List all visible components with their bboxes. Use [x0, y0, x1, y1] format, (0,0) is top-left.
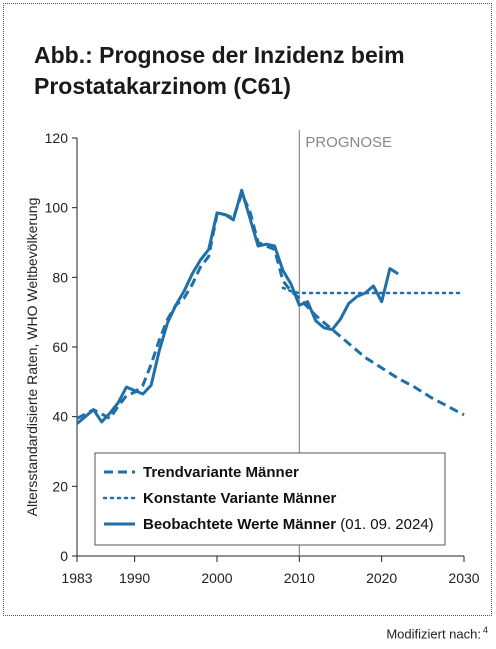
source-note-ref: 4: [482, 625, 488, 635]
series-line-solid: [76, 188, 399, 425]
x-tick-label: 2020: [366, 570, 397, 586]
y-tick-label: 40: [52, 409, 68, 425]
y-axis-label: Altersstandardisierte Raten, WHO Weltbev…: [24, 198, 40, 517]
chart-title: Abb.: Prognose der Inzidenz beim Prostat…: [34, 40, 454, 102]
legend-label: Beobachtete Werte Männer (01. 09. 2024): [143, 516, 434, 533]
legend-label: Konstante Variante Männer: [143, 490, 337, 507]
prognose-label: PROGNOSE: [305, 134, 392, 151]
y-tick-label: 80: [52, 269, 68, 285]
legend-box: [94, 452, 446, 546]
series-line-dashed: [76, 192, 465, 420]
y-tick-label: 60: [52, 339, 68, 355]
x-tick-label: 1990: [119, 570, 150, 586]
x-tick-label: 1983: [61, 570, 92, 586]
x-tick-label: 2010: [284, 570, 315, 586]
y-tick-label: 20: [52, 478, 68, 494]
y-tick-label: 0: [60, 548, 68, 564]
chart-title-line-1: Abb.: Prognose der Inzidenz beim: [34, 42, 405, 68]
legend-label: Trendvariante Männer: [143, 464, 299, 481]
source-note-text: Modifiziert nach:: [386, 626, 481, 642]
figure-frame: [3, 3, 492, 616]
series-line-dotted: [281, 286, 466, 295]
x-tick-label: 2000: [201, 570, 232, 586]
source-note: Modifiziert nach: 4: [386, 625, 488, 641]
y-tick-label: 100: [45, 200, 69, 216]
chart-title-line-2: Prostatakarzinom (C61): [34, 73, 291, 99]
x-tick-label: 2030: [448, 570, 479, 586]
y-tick-label: 120: [45, 130, 69, 146]
